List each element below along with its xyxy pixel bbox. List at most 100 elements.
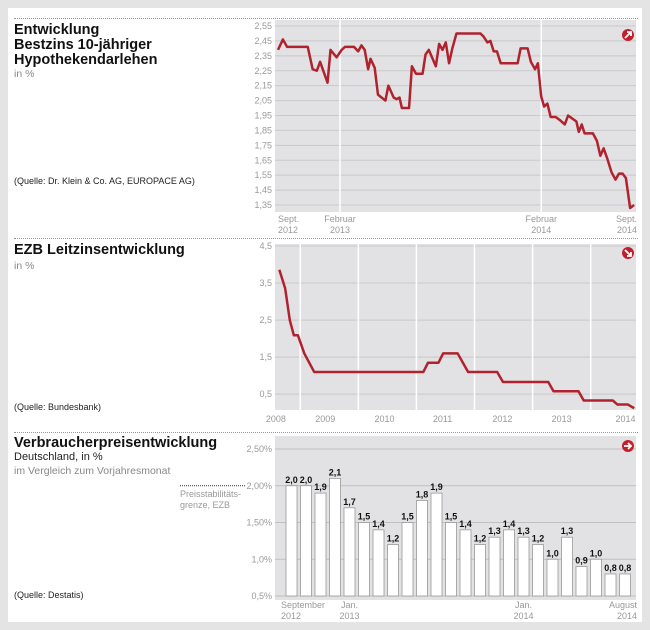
bar-value-label: 1,3	[517, 526, 530, 536]
bar-value-label: 1,7	[343, 497, 356, 507]
bar-value-label: 1,0	[546, 548, 559, 558]
ecb-rate-title: EZB Leitzinsentwicklung	[14, 242, 185, 258]
bar	[343, 507, 356, 597]
bar-value-label: 2,0	[300, 475, 313, 485]
icon-arrow	[624, 442, 633, 450]
x-tick-label: 2008	[266, 414, 286, 424]
y-tick-label: 1,85	[254, 125, 272, 135]
bar-value-label: 1,5	[445, 512, 458, 522]
arrow-up-right-icon[interactable]	[622, 29, 634, 41]
bar	[459, 529, 472, 597]
bar-value-label: 1,8	[416, 489, 429, 499]
bar	[329, 477, 341, 597]
source-label: (Quelle: Destatis)	[14, 590, 84, 600]
source-label: (Quelle: Bundesbank)	[14, 402, 102, 412]
bar	[387, 544, 399, 597]
bar	[430, 492, 443, 597]
title-line: Entwicklung	[14, 22, 100, 38]
y-tick-label: 1,95	[254, 111, 272, 121]
x-tick-label: Jan.	[341, 600, 358, 610]
price-stability-note: Preisstabilitäts-grenze, EZB	[180, 489, 242, 510]
bar-value-label: 1,5	[401, 512, 414, 522]
y-tick-label: 2,5	[259, 315, 272, 325]
x-tick-label: 2014	[616, 414, 636, 424]
x-tick-label: 2009	[315, 414, 335, 424]
x-tick-label: Jan.	[515, 600, 532, 610]
x-tick-label: Sept.	[616, 214, 637, 224]
x-tick-label: August	[609, 600, 638, 610]
y-tick-label: 1,55	[254, 170, 272, 180]
divider	[14, 18, 638, 19]
y-tick-label: 4,5	[259, 241, 272, 251]
icon-arrow	[624, 249, 632, 257]
bar-value-label: 1,2	[387, 534, 400, 544]
bar	[561, 536, 573, 597]
y-tick-label: 2,05	[254, 96, 272, 106]
y-tick-label: 1,35	[254, 200, 272, 210]
bar	[285, 485, 298, 597]
bar	[517, 536, 530, 597]
bar-value-label: 1,3	[488, 526, 501, 536]
bar-value-label: 0,9	[575, 556, 588, 566]
bar-value-label: 0,8	[604, 563, 617, 573]
bar	[445, 522, 457, 597]
x-tick-label: 2012	[492, 414, 512, 424]
y-tick-label: 2,00%	[246, 481, 272, 491]
bar	[488, 536, 501, 597]
x-tick-label: 2013	[330, 225, 350, 235]
plot-area	[275, 244, 636, 410]
y-tick-label: 2,35	[254, 51, 272, 61]
bar-value-label: 2,0	[285, 475, 298, 485]
bar	[532, 544, 544, 597]
unit-label: im Vergleich zum Vorjahresmonat	[14, 465, 171, 477]
bar-value-label: 1,2	[532, 534, 545, 544]
x-tick-label: Februar	[526, 214, 558, 224]
x-tick-label: 2013	[339, 611, 359, 621]
unit-label: in %	[14, 68, 35, 80]
bar	[300, 485, 312, 597]
divider	[14, 432, 638, 433]
y-tick-label: 2,45	[254, 36, 272, 46]
bar	[619, 573, 631, 597]
mortgage-rate-line	[276, 32, 635, 210]
y-tick-label: 1,65	[254, 155, 272, 165]
cpi-title: Verbraucherpreisentwicklung	[14, 435, 218, 451]
bar-value-label: 1,5	[358, 512, 371, 522]
x-tick-label: 2014	[531, 225, 551, 235]
y-tick-label: 2,15	[254, 81, 272, 91]
arrow-right-icon[interactable]	[622, 440, 634, 452]
x-tick-label: 2011	[433, 414, 452, 424]
x-tick-label: Sept.	[278, 214, 299, 224]
y-tick-label: 1,50%	[246, 518, 272, 528]
x-tick-label: 2014	[617, 225, 637, 235]
y-tick-label: 1,0%	[251, 554, 272, 564]
divider	[14, 238, 638, 239]
y-tick-label: 3,5	[259, 278, 272, 288]
arrow-down-right-icon[interactable]	[622, 247, 634, 259]
ecb-rate-line	[278, 269, 635, 410]
y-tick-label: 0,5	[259, 389, 272, 399]
y-tick-label: 2,50%	[246, 444, 272, 454]
bar-value-label: 1,0	[590, 548, 603, 558]
x-tick-label: 2013	[552, 414, 572, 424]
bar	[358, 522, 370, 597]
icon-arrow	[624, 31, 632, 39]
x-tick-label: Februar	[324, 214, 356, 224]
y-tick-label: 1,5	[259, 352, 272, 362]
subtitle: Deutschland, in %	[14, 451, 103, 463]
bar-value-label: 2,1	[329, 467, 342, 477]
bar	[416, 500, 428, 597]
bar	[546, 558, 559, 597]
x-tick-label: 2012	[278, 225, 298, 235]
bar-value-label: 1,3	[561, 526, 574, 536]
source-label: (Quelle: Dr. Klein & Co. AG, EUROPACE AG…	[14, 176, 195, 186]
bar	[474, 544, 486, 597]
title-line: Bestzins 10-jähriger	[14, 37, 152, 53]
x-tick-label: 2014	[513, 611, 533, 621]
bar-value-label: 1,4	[459, 519, 472, 529]
x-tick-label: 2010	[374, 414, 394, 424]
y-tick-label: 0,5%	[251, 591, 272, 601]
bar-value-label: 1,4	[372, 519, 385, 529]
unit-label: in %	[14, 260, 35, 272]
